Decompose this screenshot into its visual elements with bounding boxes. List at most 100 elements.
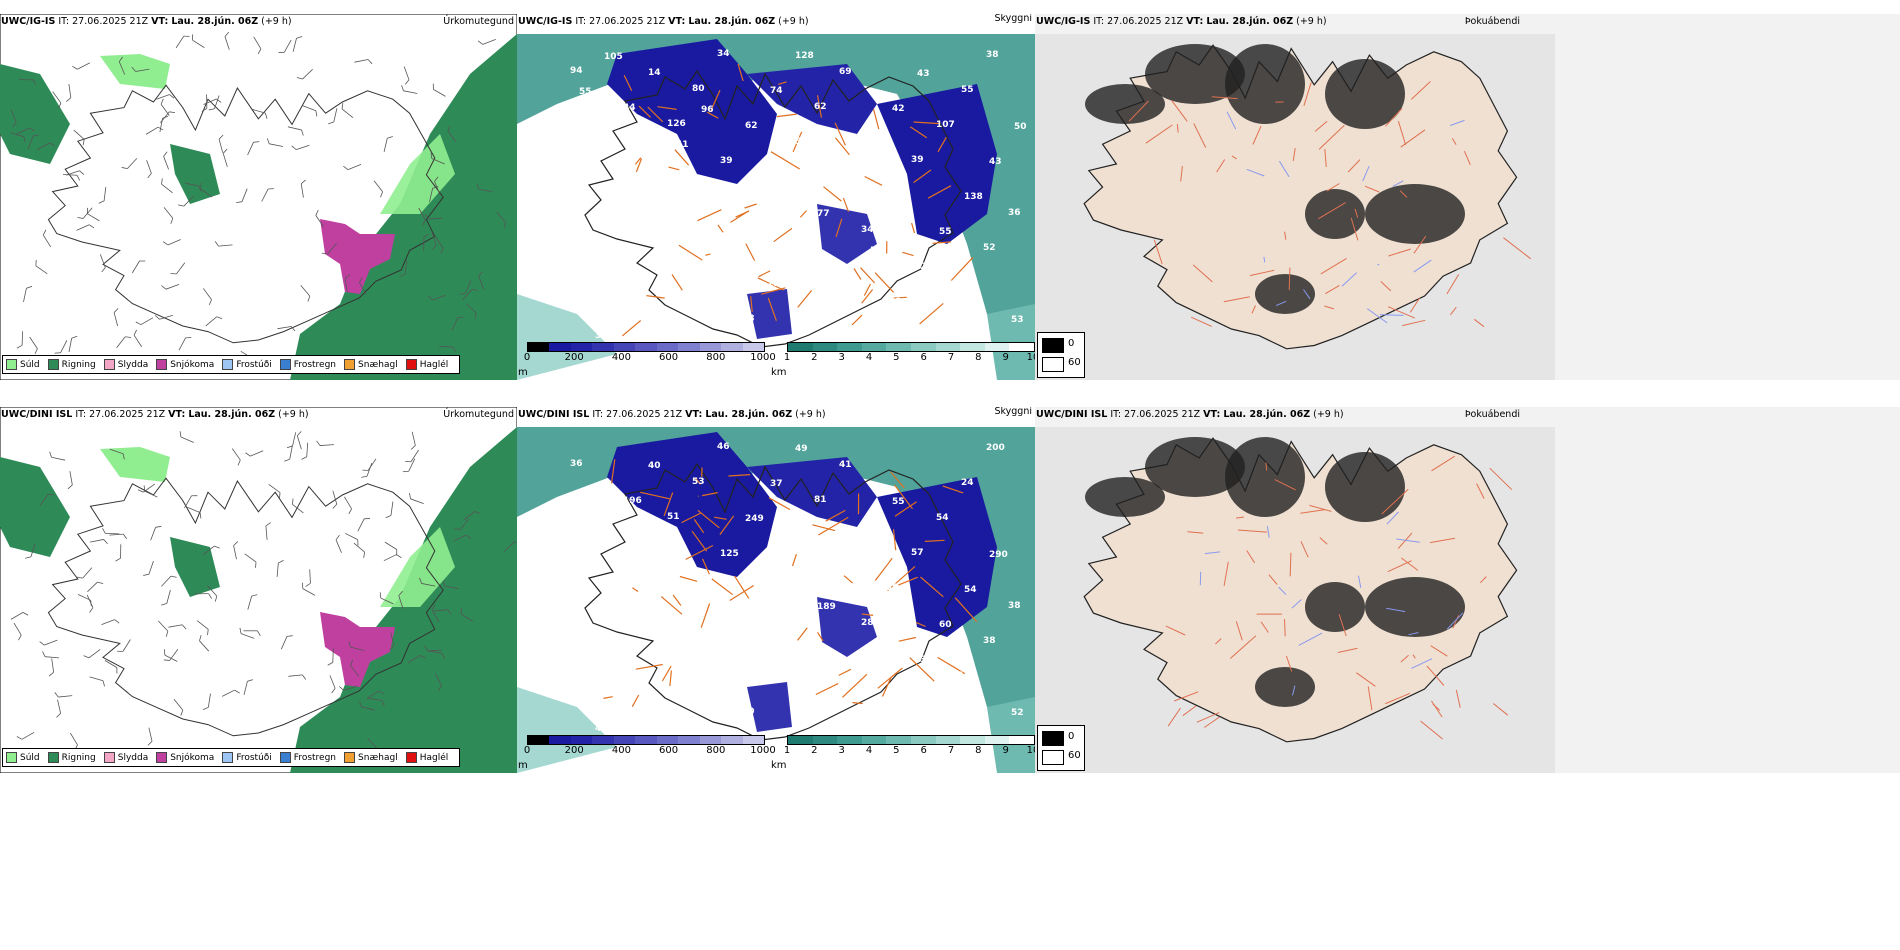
colorbar-segment [613,736,636,744]
ceiling-value-label: 289 [861,618,880,628]
colorbar-segment [549,343,571,351]
ceiling-value-label: 55 [698,691,711,701]
ceiling-value-label: 54 [936,513,949,523]
ceiling-value-label: 53 [692,477,705,487]
ceiling-value-label: 39 [886,583,899,593]
colorbar-segment [656,736,679,744]
fog-legend-max-label: 0 [1068,338,1075,349]
fog-legend-min-label: 60 [1068,750,1081,761]
ceiling-value-label: 50 [1014,122,1027,132]
ceiling-value-label: 81 [814,495,827,505]
issue-time-label: IT: [75,409,87,420]
colorbar-segment [837,343,862,351]
issue-time-label: IT: [58,16,70,27]
precip-legend-item: Haglél [405,359,448,370]
issue-time-label: IT: [1110,409,1122,420]
precip-legend-item: Súld [6,359,40,370]
colorbar-tick-label: 6 [920,352,927,363]
ceiling-value-label: 71 [695,584,708,594]
ceiling-value-label: 189 [817,602,836,612]
ceiling-value-label: 74 [792,637,805,647]
colorbar-tick-label: 1000 [750,352,776,363]
colorbar-tick-label: 1000 [750,745,776,756]
map-header: UWC/DINI ISL IT: 27.06.2025 21Z VT: Lau.… [0,407,517,423]
colorbar-segment [528,343,550,351]
precip-legend-label: Snæhagl [358,752,398,763]
ceiling-value-label: 80 [692,84,705,94]
precip-legend-swatch [405,359,417,370]
fog-legend-swatch-min [1042,750,1064,765]
colorbar-tick-label: 4 [865,745,873,756]
colorbar-tick-label: 1 [783,352,791,363]
colorbar-tick-label: 9 [1002,352,1009,363]
lead-time: (+9 h) [261,16,292,27]
precip-legend-item: Frostregn [279,359,336,370]
precip-legend-item: Rigning [47,752,96,763]
colorbar-segment [1009,736,1034,744]
ceiling-value-label: 14 [673,333,686,343]
colorbar-segment [721,343,743,351]
visibility-unit: km [771,760,787,771]
colorbar-segment [910,343,936,351]
ceiling-value-label: 51 [601,638,614,648]
precip-legend-item: Snæhagl [344,752,398,763]
ceiling-value-label: 34 [861,225,874,235]
valid-time-label: VT: [1186,16,1204,27]
ceiling-colorbar: 0 200 400 600 800 1000 [524,342,776,366]
ceiling-value-label: 54 [964,585,977,595]
ceiling-value-label: 53 [1011,315,1024,325]
panel-title: Skyggni [994,14,1032,24]
map-header: UWC/IG-IS IT: 27.06.2025 21Z VT: Lau. 28… [0,14,517,30]
ceiling-value-label: 36 [1008,208,1021,218]
colorbar-tick-label: 5 [893,352,900,363]
colorbar-segment [699,343,722,351]
visibility-map-panel: 94 126 949 34 81 33 80 55 57 52 60 34 62 39 36 40 48 69 10… [517,14,1035,380]
model-name: UWC/IG-IS [1036,16,1091,27]
visibility-map: 3651392891014953623938544681573847504154… [517,407,1035,773]
ceiling-value-label: 65 [651,175,664,185]
precip-legend-swatch [279,359,291,370]
issue-time: 27.06.2025 21Z [89,409,166,420]
precip-legend-swatch [6,359,17,370]
ceiling-value-label: 14 [648,68,661,78]
visibility-colorbar: 1 2 3 4 5 6 7 8 9 10 [784,735,1035,759]
colorbar-tick-label: 0 [523,745,531,756]
ceiling-value-label: 49 [795,444,808,454]
ceiling-value-label: 39 [911,155,924,165]
colorbar-tick-label: 200 [564,745,584,756]
ceiling-value-label: 290 [989,550,1008,560]
fog-legend-min-label: 60 [1068,357,1081,368]
precip-legend-item: Frostregn [279,752,336,763]
ceiling-value-label: 40 [645,261,658,271]
ceiling-value-label: 74 [770,86,783,96]
lead-time: (+9 h) [795,409,826,420]
colorbar-segment [678,736,700,744]
precip-legend-label: Frostúði [236,359,272,370]
fog-legend-swatch-min [1042,357,1064,372]
model-name: UWC/DINI ISL [1036,409,1108,420]
ceiling-value-label: 62 [789,530,802,540]
panel-title: Skyggni [994,407,1032,417]
ceiling-value-label: 100 [626,210,645,220]
ceiling-value-label: 62 [814,102,827,112]
ceiling-unit: m [518,760,528,771]
ceiling-value-label: 55 [892,497,905,507]
ceiling-value-label: 56 [870,246,883,256]
ceiling-value-label: 41 [676,140,689,150]
valid-time-label: VT: [1203,409,1221,420]
colorbar-segment [570,736,593,744]
colorbar-segment [984,736,1010,744]
precip-legend-label: Snæhagl [358,359,398,370]
colorbar-segment [861,343,887,351]
fog-legend-swatch-max [1042,338,1064,353]
lead-time: (+9 h) [278,409,309,420]
precip-legend-swatch [405,752,417,763]
colorbar-tick-label: 10 [1026,352,1035,363]
ceiling-value-label: 126 [667,119,686,129]
ceiling-value-label: 93 [670,226,683,236]
colorbar-tick-label: 800 [706,352,726,363]
colorbar-segment [656,343,679,351]
ceiling-unit: m [518,367,528,378]
map-header: UWC/IG-IS IT: 27.06.2025 21Z VT: Lau. 28… [1035,14,1520,30]
colorbar-tick-label: 200 [564,352,584,363]
